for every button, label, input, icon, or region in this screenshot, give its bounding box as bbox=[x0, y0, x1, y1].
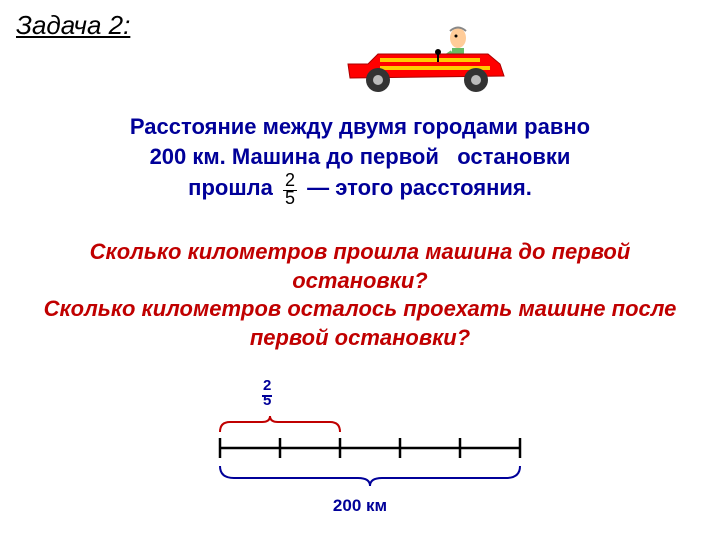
problem-statement: Расстояние между двумя городами равно 20… bbox=[40, 112, 680, 207]
car-illustration bbox=[340, 18, 510, 98]
diagram-total-label: 200 км bbox=[180, 496, 540, 516]
task-title: Задача 2: bbox=[16, 10, 130, 41]
brace-bottom bbox=[220, 466, 520, 486]
problem-line2b-before: прошла bbox=[188, 175, 273, 200]
problem-line1: Расстояние между двумя городами равно bbox=[130, 114, 590, 139]
car-trim bbox=[380, 58, 480, 62]
question-2: Сколько километров осталось проехать маш… bbox=[44, 296, 677, 350]
problem-line2a: 200 км. Машина до первой остановки bbox=[150, 144, 571, 169]
diagram-svg bbox=[180, 378, 540, 498]
frac-denominator: 5 bbox=[285, 188, 295, 208]
fraction-2-5: 2 5 bbox=[283, 171, 297, 207]
number-line-diagram: 2 5 200 км bbox=[180, 378, 540, 518]
question-1: Сколько километров прошла машина до перв… bbox=[90, 239, 631, 293]
brace-top bbox=[220, 416, 340, 432]
problem-line2b-after: — этого расстояния. bbox=[307, 175, 532, 200]
diagram-fraction: 2 5 bbox=[262, 378, 272, 408]
driver-head bbox=[450, 28, 466, 48]
question-block: Сколько километров прошла машина до перв… bbox=[40, 238, 680, 352]
diag-frac-den: 5 bbox=[263, 392, 271, 409]
